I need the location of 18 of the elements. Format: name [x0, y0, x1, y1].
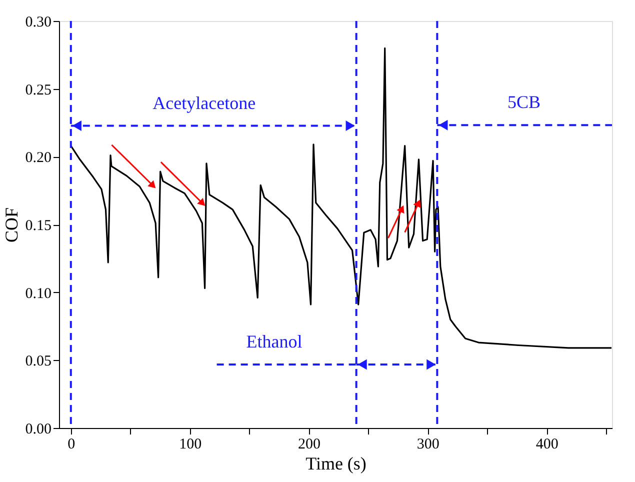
y-axis-title: COF [1, 207, 22, 243]
y-tick-label: 0.05 [25, 354, 52, 370]
x-tick-label: 300 [416, 436, 440, 452]
x-axis-title: Time (s) [306, 454, 366, 474]
annotation: Acetylacetone [152, 92, 256, 113]
y-tick-label: 0.30 [25, 14, 52, 30]
y-tick-label: 0.15 [25, 218, 52, 234]
x-tick-label: 200 [298, 436, 320, 452]
y-tick-label: 0.10 [25, 286, 52, 302]
annotation: Ethanol [246, 332, 302, 352]
x-tick-label: 0 [68, 436, 76, 452]
x-tick-label: 400 [536, 436, 558, 452]
annotation: 5CB [507, 92, 541, 112]
x-tick-label: 100 [179, 436, 202, 452]
y-tick-label: 0.00 [25, 422, 52, 438]
y-tick-label: 0.25 [25, 82, 52, 98]
y-tick-label: 0.20 [25, 150, 52, 166]
line-series [70, 47, 612, 349]
